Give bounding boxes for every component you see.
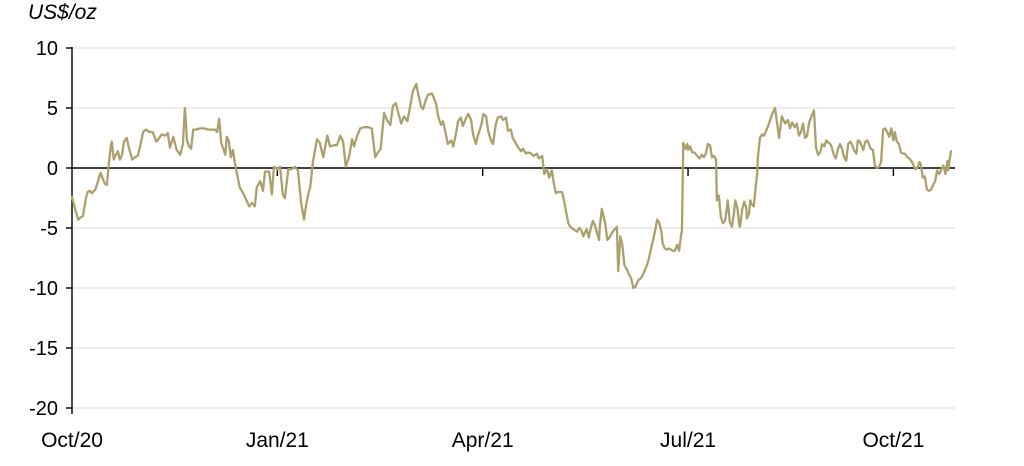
x-tick-label: Oct/20 (41, 429, 103, 452)
y-tick-label: -5 (40, 218, 58, 240)
x-tick-label: Jan/21 (246, 429, 309, 452)
series-line (70, 82, 953, 290)
y-tick-label: -15 (29, 338, 58, 360)
y-tick-label: -20 (29, 398, 58, 420)
x-tick-label: Apr/21 (452, 429, 514, 452)
y-tick-label: 0 (47, 158, 58, 180)
x-tick-label: Oct/21 (862, 429, 924, 452)
y-tick-label: 10 (36, 38, 58, 60)
y-tick-label: 5 (47, 98, 58, 120)
y-tick-label: -10 (29, 278, 58, 300)
chart-axis-unit-title: US$/oz (28, 1, 97, 24)
x-tick-label: Jul/21 (660, 429, 716, 452)
